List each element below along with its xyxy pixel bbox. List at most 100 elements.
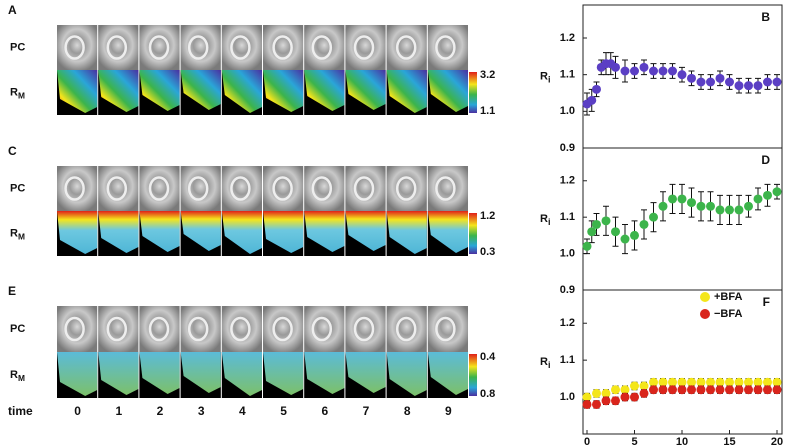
data-point bbox=[715, 205, 725, 215]
y-axis-label-sub: i bbox=[548, 360, 551, 370]
phase-contrast-frame bbox=[139, 306, 180, 352]
x-tick-label: 20 bbox=[771, 436, 783, 448]
phase-contrast-frame bbox=[139, 25, 180, 70]
y-tick-label: 0.9 bbox=[560, 142, 575, 154]
phase-contrast-frame bbox=[427, 166, 468, 211]
phase-contrast-frame bbox=[180, 25, 221, 70]
row-label: RM bbox=[10, 227, 25, 241]
plot-frame bbox=[582, 289, 783, 435]
data-point bbox=[706, 377, 715, 387]
ratio-frame bbox=[345, 352, 386, 393]
ratio-frame bbox=[345, 70, 386, 110]
data-point bbox=[687, 73, 696, 83]
data-point bbox=[725, 77, 734, 87]
ratio-frame bbox=[304, 70, 345, 111]
row-label: RM bbox=[10, 86, 25, 100]
data-point bbox=[706, 77, 715, 87]
data-point bbox=[772, 187, 782, 197]
data-point bbox=[582, 392, 592, 402]
data-point bbox=[649, 66, 658, 76]
data-point bbox=[744, 377, 753, 387]
cell-outline bbox=[230, 35, 251, 60]
data-point bbox=[753, 377, 763, 387]
data-point bbox=[687, 198, 696, 208]
colorbar bbox=[469, 354, 477, 396]
phase-contrast-frame bbox=[304, 306, 345, 352]
data-point bbox=[582, 241, 592, 251]
y-tick-label: 1.2 bbox=[560, 317, 575, 329]
row-label-main: R bbox=[10, 86, 18, 98]
data-point bbox=[630, 381, 639, 391]
data-point bbox=[696, 385, 706, 395]
y-tick-label: 1.1 bbox=[560, 69, 575, 81]
colorbar-label: 1.1 bbox=[480, 105, 495, 117]
data-point bbox=[715, 73, 725, 83]
phase-contrast-frame bbox=[386, 166, 427, 211]
y-axis-label: Ri bbox=[540, 356, 550, 371]
ratio-frame bbox=[139, 211, 180, 252]
data-point bbox=[592, 399, 601, 409]
data-point bbox=[658, 201, 668, 211]
phase-contrast-frame bbox=[98, 166, 139, 211]
data-point bbox=[658, 377, 668, 387]
data-point bbox=[630, 230, 639, 240]
phase-contrast-frame bbox=[98, 25, 139, 70]
data-point bbox=[734, 81, 744, 91]
time-tick: 0 bbox=[74, 404, 81, 418]
phase-contrast-frame bbox=[221, 306, 262, 352]
time-tick: 2 bbox=[157, 404, 164, 418]
y-axis-label-sub: i bbox=[548, 217, 551, 227]
data-point bbox=[763, 377, 772, 387]
data-point bbox=[587, 227, 597, 237]
phase-contrast-frame bbox=[386, 25, 427, 70]
ratio-frame bbox=[221, 211, 262, 254]
time-tick: 8 bbox=[404, 404, 411, 418]
cell-outline bbox=[272, 316, 293, 342]
data-point bbox=[639, 219, 649, 229]
data-point bbox=[706, 385, 715, 395]
cell-outline bbox=[148, 35, 170, 60]
time-tick: 6 bbox=[321, 404, 328, 418]
ratio-frame bbox=[139, 70, 180, 111]
cell-outline bbox=[311, 316, 333, 342]
data-point bbox=[677, 194, 687, 204]
phase-contrast-frame bbox=[139, 166, 180, 211]
phase-contrast-frame bbox=[98, 306, 139, 352]
data-point bbox=[668, 194, 677, 204]
time-tick: 4 bbox=[239, 404, 246, 418]
x-tick-label: 5 bbox=[631, 436, 637, 448]
data-point bbox=[734, 385, 744, 395]
phase-contrast-frame bbox=[57, 306, 98, 352]
phase-contrast-frame bbox=[57, 166, 98, 211]
cell-outline bbox=[353, 35, 375, 60]
ratio-frame bbox=[180, 211, 221, 251]
data-point bbox=[763, 385, 772, 395]
colorbar bbox=[469, 213, 477, 254]
ratio-frame bbox=[221, 352, 262, 396]
data-point bbox=[744, 201, 753, 211]
y-axis-label: Ri bbox=[540, 70, 550, 85]
ratio-frame bbox=[221, 70, 262, 113]
data-point bbox=[630, 66, 639, 76]
ratio-frame bbox=[57, 352, 98, 396]
row-label: PC bbox=[10, 41, 25, 53]
y-tick-label: 1.1 bbox=[560, 211, 575, 223]
row-label-main: R bbox=[10, 369, 18, 381]
time-tick: 5 bbox=[280, 404, 287, 418]
data-point bbox=[744, 81, 753, 91]
time-tick: 1 bbox=[115, 404, 122, 418]
ratio-frame bbox=[304, 352, 345, 394]
cell-outline bbox=[148, 176, 170, 201]
phase-contrast-frame bbox=[57, 25, 98, 70]
data-point bbox=[582, 399, 592, 409]
data-point bbox=[601, 216, 611, 226]
cell-outline bbox=[435, 35, 456, 60]
row-label-sub: M bbox=[18, 232, 25, 242]
ratio-frame bbox=[386, 211, 427, 254]
legend-label: +BFA bbox=[714, 291, 742, 303]
ratio-frame bbox=[57, 70, 98, 113]
data-point bbox=[668, 377, 677, 387]
phase-contrast-frame bbox=[304, 166, 345, 211]
x-tick-label: 0 bbox=[584, 436, 590, 448]
